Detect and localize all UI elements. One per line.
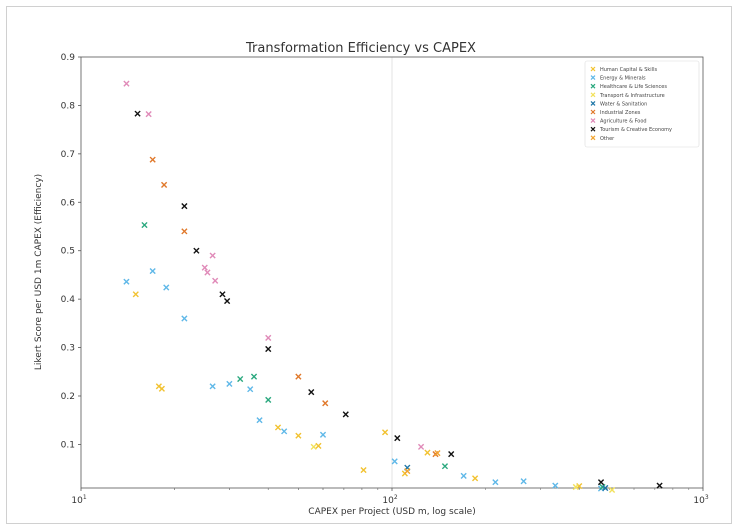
y-ticks: 0.1 0.2 0.3 0.4 0.5 0.6 0.7 0.8 0.9 bbox=[61, 53, 81, 450]
legend-item: Other bbox=[590, 135, 615, 142]
data-point bbox=[163, 284, 170, 291]
data-point bbox=[160, 181, 168, 188]
data-point bbox=[181, 315, 188, 322]
data-point bbox=[134, 110, 141, 117]
data-point bbox=[656, 482, 663, 489]
data-point bbox=[394, 435, 401, 442]
data-point bbox=[274, 424, 282, 431]
x-tick-label: 103 bbox=[693, 494, 708, 506]
x-axis-label: CAPEX per Project (USD m, log scale) bbox=[308, 507, 475, 517]
data-point bbox=[212, 277, 219, 284]
data-point bbox=[597, 479, 605, 486]
data-point bbox=[209, 252, 216, 259]
data-point bbox=[141, 221, 148, 229]
y-tick-label: 0.8 bbox=[61, 101, 76, 111]
legend-item: Water & Sanitation bbox=[590, 100, 647, 107]
legend-label: Tourism & Creative Economy bbox=[599, 127, 672, 133]
data-point bbox=[149, 156, 156, 163]
legend-label: Agriculture & Food bbox=[600, 119, 647, 125]
data-point bbox=[219, 291, 226, 298]
data-point bbox=[256, 417, 263, 424]
data-point bbox=[441, 463, 449, 470]
data-point bbox=[132, 291, 139, 298]
legend-item: Human Capital & Skills bbox=[590, 66, 657, 73]
y-tick-label: 0.6 bbox=[61, 198, 76, 208]
y-tick-label: 0.3 bbox=[61, 344, 75, 354]
data-point bbox=[295, 373, 302, 380]
data-point bbox=[342, 411, 349, 418]
data-point bbox=[123, 80, 130, 87]
data-point bbox=[360, 466, 367, 474]
data-point bbox=[281, 428, 288, 435]
data-point bbox=[265, 334, 272, 341]
y-tick-label: 0.1 bbox=[61, 440, 75, 450]
data-point bbox=[308, 389, 315, 396]
data-point bbox=[471, 475, 479, 482]
data-point bbox=[265, 345, 272, 353]
data-point bbox=[201, 264, 208, 271]
data-point bbox=[460, 472, 467, 479]
data-point bbox=[250, 373, 258, 380]
legend-label: Human Capital & Skills bbox=[600, 67, 657, 73]
data-point bbox=[181, 203, 188, 210]
y-tick-label: 0.5 bbox=[61, 247, 75, 257]
data-point bbox=[608, 486, 616, 494]
data-point bbox=[204, 269, 211, 276]
data-point bbox=[520, 478, 527, 485]
legend-item: Transport & Infrastructure bbox=[590, 92, 665, 99]
legend-item: Healthcare & Life Sciences bbox=[590, 83, 667, 90]
legend-label: Transport & Infrastructure bbox=[599, 93, 665, 99]
scatter-chart: Transformation Efficiency vs CAPEX 0.10.… bbox=[34, 41, 709, 517]
y-tick-label: 0.7 bbox=[61, 150, 75, 160]
data-point bbox=[149, 267, 156, 275]
data-point bbox=[552, 482, 559, 489]
legend: Human Capital & Skills Energy & Minerals H… bbox=[584, 60, 700, 148]
data-point bbox=[145, 111, 152, 118]
x-tick-label: 101 bbox=[71, 494, 86, 506]
data-point bbox=[404, 467, 411, 475]
data-point bbox=[391, 458, 398, 465]
legend-item: Industrial Zones bbox=[590, 109, 641, 116]
x-tick-label: 102 bbox=[382, 494, 397, 506]
y-tick-label: 0.4 bbox=[61, 295, 76, 305]
data-point bbox=[602, 484, 609, 492]
data-point bbox=[237, 375, 244, 383]
data-point bbox=[265, 396, 272, 403]
legend-item: Tourism & Creative Economy bbox=[590, 126, 672, 133]
data-point bbox=[424, 449, 431, 456]
data-point bbox=[224, 297, 231, 305]
chart-title: Transformation Efficiency vs CAPEX bbox=[245, 41, 476, 56]
data-point bbox=[434, 450, 441, 457]
data-point bbox=[319, 431, 327, 438]
data-point bbox=[123, 278, 130, 285]
legend-label: Healthcare & Life Sciences bbox=[600, 84, 667, 90]
legend-label: Water & Sanitation bbox=[600, 101, 647, 107]
data-point bbox=[310, 443, 317, 450]
data-point bbox=[572, 483, 579, 491]
legend-label: Other bbox=[600, 136, 615, 142]
data-point bbox=[492, 479, 499, 486]
legend-label: Energy & Minerals bbox=[600, 76, 646, 82]
data-point bbox=[315, 442, 322, 449]
data-point bbox=[193, 247, 200, 254]
data-point bbox=[181, 228, 188, 235]
data-point bbox=[226, 380, 233, 387]
legend-item: Agriculture & Food bbox=[590, 118, 647, 125]
data-point bbox=[247, 386, 254, 393]
data-point bbox=[448, 451, 455, 458]
data-point bbox=[209, 383, 216, 390]
data-point bbox=[417, 443, 425, 450]
data-point bbox=[381, 429, 389, 436]
y-tick-label: 0.2 bbox=[61, 392, 75, 402]
data-point bbox=[295, 432, 302, 439]
chart-frame: Transformation Efficiency vs CAPEX 0.1 0.… bbox=[6, 6, 732, 524]
data-points bbox=[123, 80, 663, 494]
data-point bbox=[322, 400, 329, 407]
data-point bbox=[158, 385, 165, 392]
legend-label: Industrial Zones bbox=[600, 110, 641, 116]
y-tick-label: 0.9 bbox=[61, 53, 76, 63]
legend-item: Energy & Minerals bbox=[590, 75, 646, 82]
legend-box bbox=[584, 60, 700, 148]
y-axis-label: Likert Score per USD 1m CAPEX (Efficienc… bbox=[34, 174, 44, 370]
